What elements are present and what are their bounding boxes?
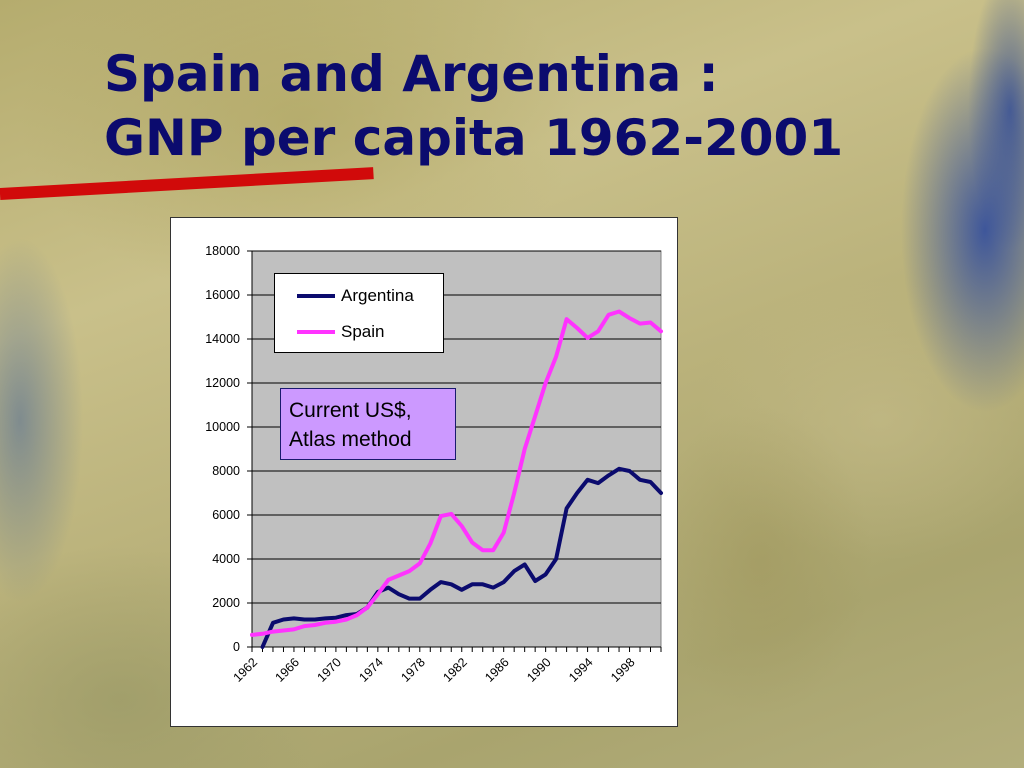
chart-frame: 0 2000 4000 6000 8000 10000 12000 14000 16000 180… [170,217,678,727]
series-line-spain [250,309,663,637]
y-tick-label: 16000 [205,288,240,302]
x-tick-label: 1982 [440,655,470,685]
series-line-argentina [260,466,663,649]
y-tick-label: 4000 [212,552,240,566]
slide-title: Spain and Argentina : GNP per capita 196… [104,42,843,170]
x-tick-label: 1994 [566,655,596,685]
y-tick-label: 12000 [205,376,240,390]
y-tick-label: 18000 [205,244,240,258]
legend-label-argentina: Argentina [341,286,414,305]
annotation-line-1: Current US$, [289,399,412,422]
slide-title-line-1: Spain and Argentina : [104,45,719,103]
x-tick-label: 1962 [231,655,261,685]
legend-label-spain: Spain [341,322,385,341]
title-underline-bar [0,167,374,200]
x-tick-label: 1966 [273,655,303,685]
y-tick-label: 14000 [205,332,240,346]
y-tick-label: 2000 [212,596,240,610]
y-tick-label: 6000 [212,508,240,522]
x-tick-label: 1974 [356,655,386,685]
chart-annotation-box: Current US$, Atlas method [280,388,456,460]
legend-item-spain: Spain [297,322,384,342]
y-tick-label: 8000 [212,464,240,478]
y-tick-label: 0 [233,640,240,654]
x-tick-label: 1990 [524,655,554,685]
x-tick-label: 1998 [608,655,638,685]
legend-swatch-argentina [297,294,335,298]
y-tick-label: 10000 [205,420,240,434]
slide-title-line-2: GNP per capita 1962-2001 [104,109,844,167]
legend-swatch-spain [297,330,335,334]
annotation-line-2: Atlas method [289,428,412,451]
chart-legend: Argentina Spain [274,273,444,353]
x-tick-label: 1970 [314,655,344,685]
x-tick-label: 1978 [398,655,428,685]
x-tick-label: 1986 [482,655,512,685]
legend-item-argentina: Argentina [297,286,414,306]
